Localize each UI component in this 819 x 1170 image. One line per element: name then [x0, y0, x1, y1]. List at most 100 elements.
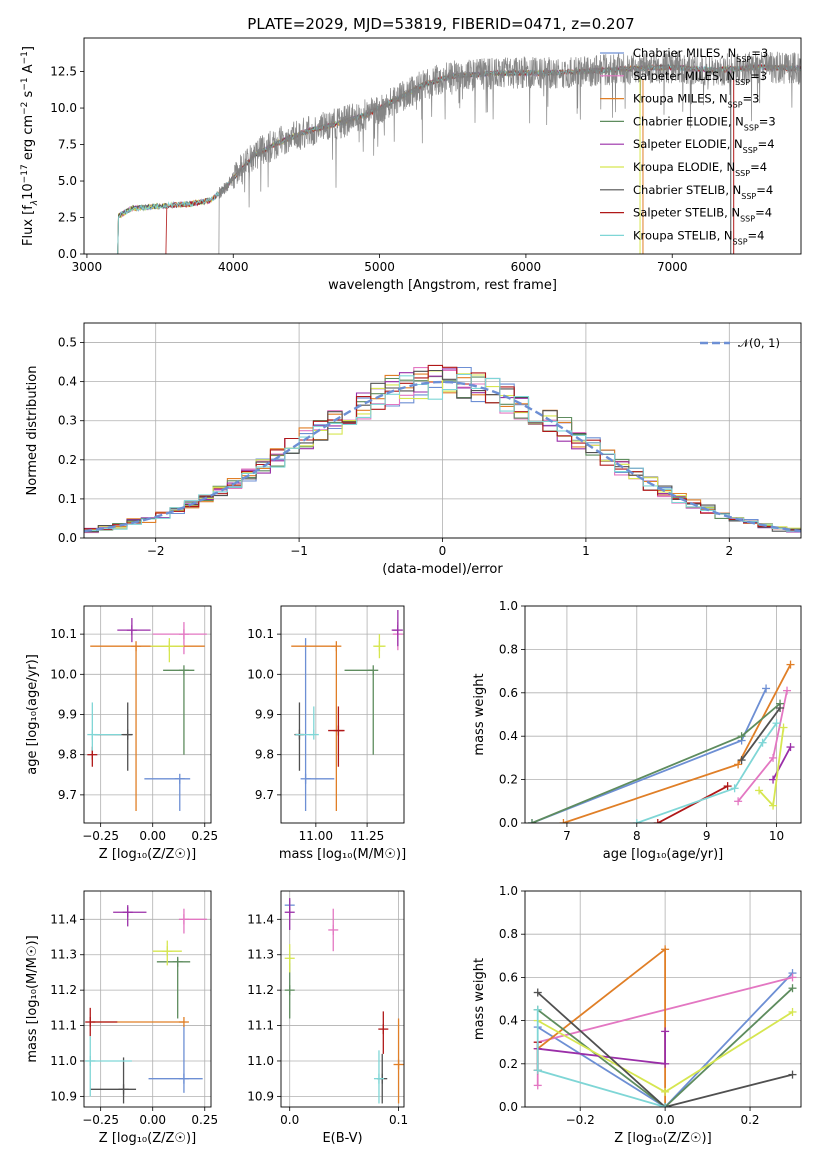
y-tick-label: 10.0: [247, 667, 274, 681]
weight-series: [533, 945, 797, 1107]
y-tick-label: 0.3: [58, 414, 77, 428]
x-axis-label: Z [log₁₀(Z/Z☉)]: [99, 1131, 196, 1146]
axes-frame: [280, 605, 405, 824]
x-tick-label: 10: [769, 829, 784, 843]
spectrum-panel: 3000 4000 5000 6000 7000 0.0 2.5 5.0 7.5 10.0 12.5…: [20, 37, 802, 293]
legend-value: =3: [750, 69, 767, 83]
y-tick-label: 0.0: [58, 247, 77, 261]
axes-frame: [83, 890, 212, 1108]
weight-line: [636, 722, 778, 823]
x-axis-label: mass [log₁₀(M/M☉)]: [279, 847, 406, 862]
y-tick-label: 10.9: [247, 1089, 274, 1103]
y-tick-label: 9.8: [255, 748, 274, 762]
y-tick-label: 11.0: [50, 1054, 77, 1068]
x-tick-label: 1: [582, 544, 590, 558]
x-tick-label: −0.25: [82, 1113, 119, 1127]
y-axis-label-part: Flux [f: [21, 205, 36, 246]
y-tick-label: 0.0: [58, 531, 77, 545]
residuals-legend: 𝒩(0, 1): [700, 336, 780, 350]
legend-sub: SSP: [735, 169, 750, 178]
legend-sub: SSP: [740, 214, 755, 223]
legend-entry: Kroupa ELODIE, NSSP=4: [633, 160, 767, 178]
y-axis-label-part: ]: [21, 46, 36, 51]
histogram-line: [84, 373, 801, 532]
y-tick-label: 0.1: [58, 492, 77, 506]
y-tick-label: 9.9: [255, 708, 274, 722]
legend-entry: Kroupa STELIB, NSSP=4: [633, 228, 764, 246]
legend-value: =4: [755, 206, 772, 220]
age-vs-mass-panel: 11.00 11.25 9.7 9.8 9.9 10.0 10.1 mass [log₁₀(M…: [247, 605, 406, 862]
x-axis-label: wavelength [Angstrom, rest frame]: [328, 278, 557, 293]
y-tick-label: 11.2: [247, 983, 274, 997]
mass-vs-Z-panel: −0.25 0.00 0.25 10.9 11.0 11.1 11.2 11.3 11.4 Z […: [25, 890, 218, 1146]
y-tick-label: 9.8: [58, 748, 77, 762]
y-tick-label: 10.0: [50, 101, 77, 115]
y-tick-label: 0.8: [499, 927, 518, 941]
legend-value: =4: [758, 137, 775, 151]
y-tick-label: 5.0: [58, 174, 77, 188]
legend-label: Salpeter ELODIE, N: [633, 137, 743, 151]
x-tick-label: 0.2: [740, 1113, 759, 1127]
y-tick-label: 0.0: [499, 816, 518, 830]
x-tick-label: 4000: [218, 260, 249, 274]
y-tick-label: 12.5: [50, 65, 77, 79]
errorbar-points: [87, 618, 207, 811]
x-axis-label: Z [log₁₀(Z/Z☉)]: [614, 1131, 711, 1146]
legend-value: =4: [750, 160, 767, 174]
spectrum-lines: [117, 51, 801, 254]
x-axis-label: age [log₁₀(age/yr)]: [603, 847, 724, 862]
x-tick-label: 0.00: [139, 829, 166, 843]
y-axis-label-part: erg cm: [21, 115, 36, 164]
x-tick-label: 0: [439, 544, 447, 558]
y-tick-label: 11.4: [50, 912, 77, 926]
x-tick-label: 5000: [364, 260, 395, 274]
legend-entry: 𝒩(0, 1): [738, 336, 780, 350]
weight-series: [527, 660, 795, 823]
axes-frame: [83, 605, 212, 824]
y-tick-label: 0.6: [499, 686, 518, 700]
weight-line: [537, 987, 794, 1107]
axes-frame: [524, 605, 802, 824]
y-axis-label-part: −1: [20, 51, 30, 64]
mass-weight-vs-age-panel: 7 8 9 10 0.0 0.2 0.4 0.6 0.8 1.0 age [log₁₀(age/yr…: [472, 599, 802, 862]
x-tick-label: 11.25: [350, 829, 384, 843]
legend-entry: Kroupa MILES, NSSP=3: [633, 92, 759, 110]
legend-entry: Chabrier ELODIE, NSSP=3: [633, 114, 776, 131]
weight-line: [537, 991, 793, 1107]
weight-line: [740, 707, 781, 761]
legend-sub: SSP: [733, 237, 748, 246]
axes-frame: [280, 890, 405, 1108]
legend-sub: SSP: [736, 55, 751, 64]
y-tick-label: 11.2: [50, 983, 77, 997]
legend-value: =4: [756, 183, 773, 197]
x-tick-label: −2: [147, 544, 165, 558]
legend-entry: Chabrier STELIB, NSSP=4: [633, 183, 773, 201]
y-tick-label: 0.8: [499, 642, 518, 656]
y-axis-label: age [log₁₀(age/yr)]: [25, 654, 40, 775]
weight-line: [657, 785, 729, 823]
legend-label: Salpeter STELIB, N: [633, 206, 740, 220]
y-axis-label: mass weight: [472, 673, 487, 755]
y-axis-label-part: s: [21, 90, 36, 101]
y-tick-label: 11.1: [50, 1019, 77, 1033]
y-tick-label: 10.9: [50, 1089, 77, 1103]
x-tick-label: −0.25: [82, 829, 119, 843]
legend-value: =4: [748, 228, 765, 242]
y-axis-label-part: −1: [20, 77, 30, 90]
x-tick-label: 0.00: [139, 1113, 166, 1127]
y-tick-label: 0.4: [499, 729, 518, 743]
legend-value: =3: [759, 114, 776, 128]
x-tick-label: 0.0: [656, 1113, 675, 1127]
legend-entry: Salpeter ELODIE, NSSP=4: [633, 137, 775, 155]
axes-frame: [83, 37, 802, 255]
y-axis-label: mass weight: [472, 958, 487, 1040]
legend-label: Chabrier STELIB, N: [633, 183, 741, 197]
y-axis-label: Flux [fλ10−17 erg cm−2 s−1 A−1]: [20, 46, 40, 246]
x-tick-label: 0.25: [191, 1113, 218, 1127]
legend-value: =3: [751, 46, 768, 60]
x-tick-label: −1: [290, 544, 308, 558]
x-tick-label: 9: [703, 829, 711, 843]
figure-title: PLATE=2029, MJD=53819, FIBERID=0471, z=0…: [247, 15, 634, 33]
x-tick-label: 8: [633, 829, 641, 843]
